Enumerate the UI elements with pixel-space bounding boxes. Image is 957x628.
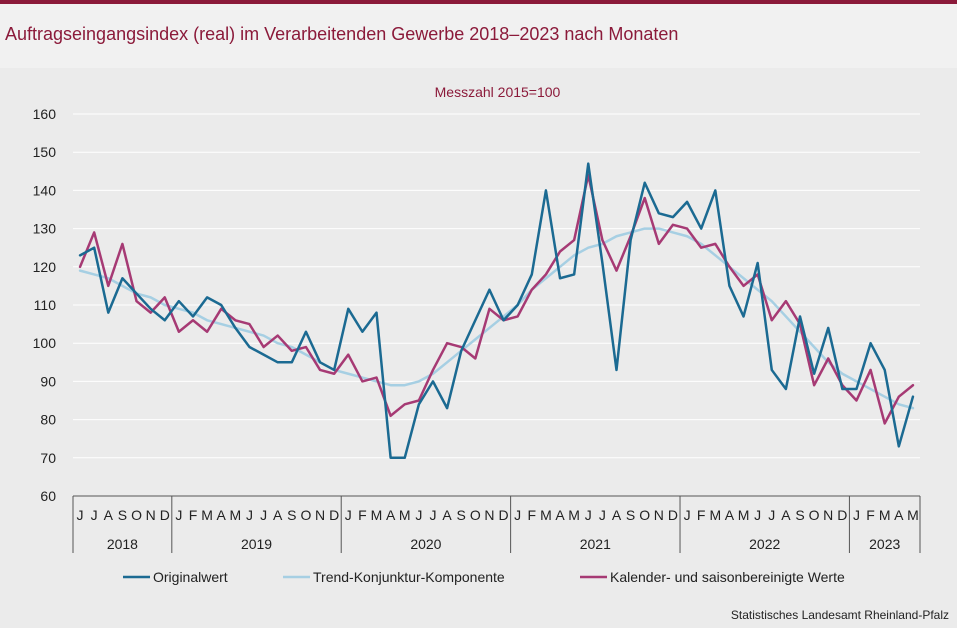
month-label: M	[540, 507, 552, 523]
month-label: M	[709, 507, 721, 523]
month-label: J	[684, 507, 691, 523]
month-label: F	[697, 507, 706, 523]
month-label: D	[329, 507, 339, 523]
month-label: A	[894, 507, 904, 523]
month-label: M	[568, 507, 580, 523]
month-label: J	[599, 507, 606, 523]
month-label: J	[77, 507, 84, 523]
y-tick-label: 80	[40, 412, 56, 428]
year-label: 2019	[241, 536, 272, 552]
y-tick-label: 140	[33, 182, 57, 198]
month-label: A	[386, 507, 396, 523]
month-label: M	[230, 507, 242, 523]
y-tick-label: 90	[40, 373, 56, 389]
line-chart: Messzahl 2015=100 60 70 80 90 100 110 120 130 140…	[0, 0, 957, 628]
month-label: N	[654, 507, 664, 523]
y-tick-label: 160	[33, 106, 57, 122]
month-label: O	[639, 507, 650, 523]
month-label: O	[300, 507, 311, 523]
year-label: 2021	[580, 536, 611, 552]
month-label: D	[498, 507, 508, 523]
month-label: D	[160, 507, 170, 523]
month-label: J	[429, 507, 436, 523]
legend-label: Originalwert	[153, 569, 228, 585]
y-tick-label: 60	[40, 488, 56, 504]
month-label: N	[823, 507, 833, 523]
year-label: 2018	[107, 536, 138, 552]
y-tick-label: 120	[33, 259, 57, 275]
month-label: S	[118, 507, 127, 523]
month-label: A	[555, 507, 565, 523]
y-tick-label: 150	[33, 144, 57, 160]
legend-label: Trend-Konjunktur-Komponente	[313, 569, 505, 585]
month-label: A	[725, 507, 735, 523]
month-label: S	[457, 507, 466, 523]
y-tick-label: 130	[33, 221, 57, 237]
month-label: J	[345, 507, 352, 523]
y-tick-label: 110	[34, 297, 57, 313]
month-label: N	[484, 507, 494, 523]
year-label: 2020	[410, 536, 441, 552]
series-line-original	[80, 164, 913, 458]
month-label: M	[738, 507, 750, 523]
month-label: O	[131, 507, 142, 523]
month-label: M	[399, 507, 411, 523]
month-label: A	[273, 507, 283, 523]
month-label: S	[287, 507, 296, 523]
month-label: M	[371, 507, 383, 523]
y-tick-label: 100	[33, 335, 57, 351]
month-label: J	[754, 507, 761, 523]
month-label: N	[315, 507, 325, 523]
y-tick-label: 70	[40, 450, 56, 466]
month-label: J	[415, 507, 422, 523]
month-label: F	[866, 507, 875, 523]
month-label: F	[358, 507, 367, 523]
month-label: M	[201, 507, 213, 523]
month-label: J	[768, 507, 775, 523]
year-label: 2022	[749, 536, 780, 552]
month-label: J	[514, 507, 521, 523]
month-label: D	[837, 507, 847, 523]
month-label: J	[175, 507, 182, 523]
month-label: F	[189, 507, 198, 523]
month-label: J	[585, 507, 592, 523]
month-label: O	[809, 507, 820, 523]
month-label: S	[795, 507, 804, 523]
month-label: J	[246, 507, 253, 523]
chart-subtitle: Messzahl 2015=100	[435, 84, 561, 100]
month-label: J	[853, 507, 860, 523]
month-label: A	[612, 507, 622, 523]
legend-label: Kalender- und saisonbereinigte Werte	[610, 569, 845, 585]
month-label: N	[146, 507, 156, 523]
month-label: A	[217, 507, 227, 523]
month-label: S	[626, 507, 635, 523]
month-label: M	[907, 507, 919, 523]
month-label: O	[470, 507, 481, 523]
source-note: Statistisches Landesamt Rheinland-Pfalz	[731, 608, 949, 622]
month-label: J	[260, 507, 267, 523]
month-label: D	[668, 507, 678, 523]
month-label: F	[528, 507, 537, 523]
month-label: A	[104, 507, 114, 523]
year-label: 2023	[869, 536, 900, 552]
month-label: A	[442, 507, 452, 523]
month-label: J	[91, 507, 98, 523]
month-label: M	[879, 507, 891, 523]
month-label: A	[781, 507, 791, 523]
